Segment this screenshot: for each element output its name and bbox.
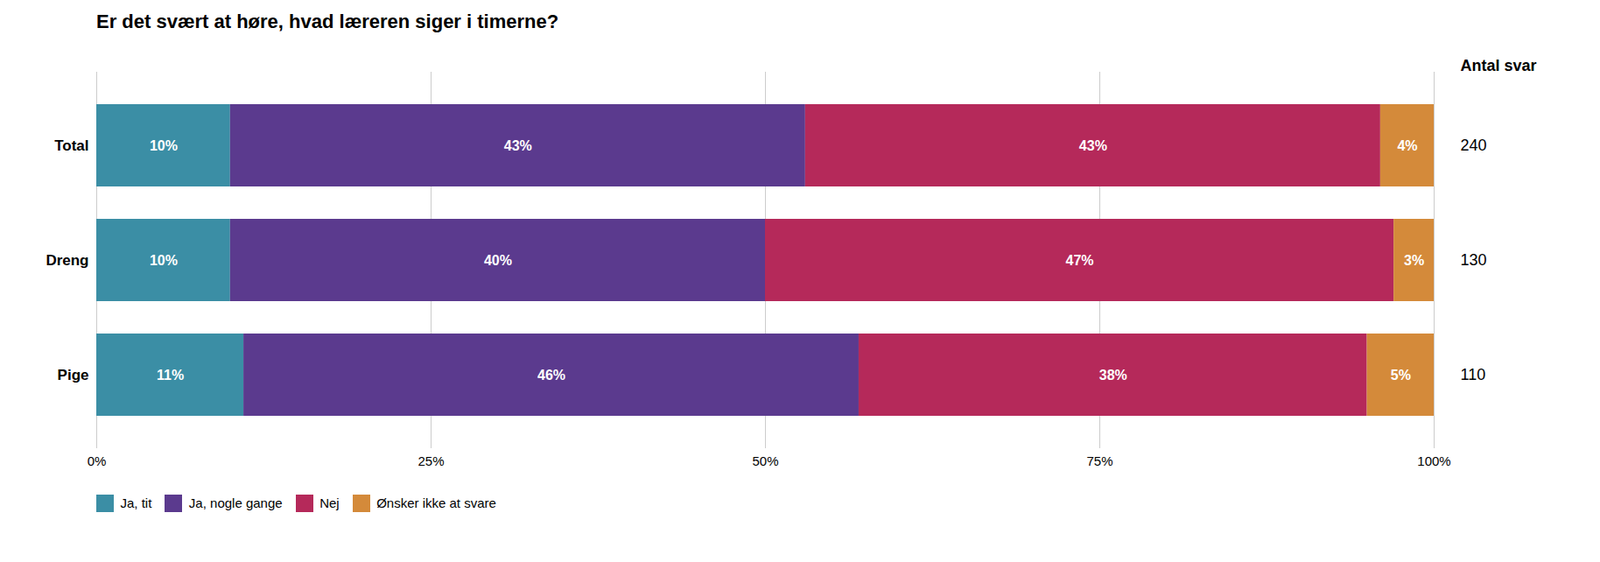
svg-text:43%: 43% xyxy=(504,138,533,154)
html-text:Er det svært at høre, hvad lær: Er det svært at høre, hvad læreren siger… xyxy=(96,10,559,33)
svg-text:Pige: Pige xyxy=(57,366,90,384)
svg-text:Antal svar: Antal svar xyxy=(1460,56,1537,75)
html-text:Nej: Nej xyxy=(319,495,340,511)
svg-text:10%: 10% xyxy=(149,138,178,154)
html-text:Ja, nogle gange: Ja, nogle gange xyxy=(188,495,283,511)
svg-text:4%: 4% xyxy=(1396,138,1418,154)
svg-text:10%: 10% xyxy=(149,252,178,268)
svg-text:38%: 38% xyxy=(1099,367,1128,383)
svg-text:25%: 25% xyxy=(417,453,444,469)
svg-text:47%: 47% xyxy=(1066,252,1095,268)
svg-text:11%: 11% xyxy=(156,367,184,383)
svg-text:130: 130 xyxy=(1460,251,1488,269)
svg-text:240: 240 xyxy=(1460,136,1488,155)
html-text:Ønsker ikke at svare: Ønsker ikke at svare xyxy=(376,495,497,511)
svg-text:100%: 100% xyxy=(1417,453,1451,469)
svg-text:110: 110 xyxy=(1460,365,1487,384)
svg-text:40%: 40% xyxy=(484,252,513,268)
svg-text:46%: 46% xyxy=(537,367,566,383)
svg-text:Total: Total xyxy=(54,137,89,155)
svg-text:3%: 3% xyxy=(1403,252,1425,268)
svg-text:Dreng: Dreng xyxy=(45,252,89,269)
svg-text:50%: 50% xyxy=(751,453,779,469)
html-text:Ja, tit: Ja, tit xyxy=(120,495,152,511)
svg-text:43%: 43% xyxy=(1079,138,1108,154)
svg-text:75%: 75% xyxy=(1086,453,1113,469)
svg-text:5%: 5% xyxy=(1390,367,1411,383)
svg-text:0%: 0% xyxy=(87,453,107,469)
